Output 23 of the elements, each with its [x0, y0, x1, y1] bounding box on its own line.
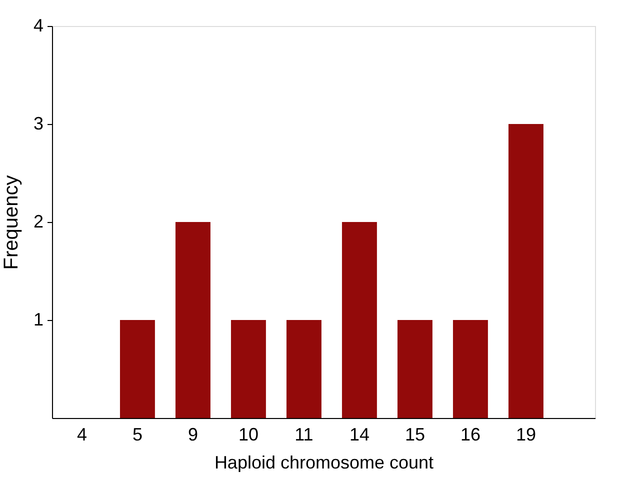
x-tick-label: 16	[460, 424, 480, 444]
x-tick-label: 5	[132, 424, 142, 444]
bar	[230, 320, 266, 418]
y-tick-label: 1	[33, 310, 44, 330]
x-tick-label: 15	[404, 424, 425, 444]
x-tick-label: 9	[188, 424, 198, 444]
x-axis-title: Haploid chromosome count	[214, 452, 434, 472]
x-tick-label: 19	[516, 424, 536, 444]
bar	[397, 320, 432, 418]
bar	[120, 320, 155, 418]
x-tick-label: 14	[349, 424, 370, 444]
y-tick-label: 3	[33, 114, 44, 134]
bar	[175, 222, 210, 418]
y-axis-title: Frequency	[0, 175, 22, 270]
bar	[452, 320, 488, 418]
bar	[286, 320, 322, 418]
x-tick-label: 10	[238, 424, 258, 444]
x-tick-label: 11	[294, 424, 314, 444]
x-tick-label: 4	[76, 424, 87, 444]
bar	[342, 222, 377, 418]
y-tick-label: 2	[33, 212, 44, 232]
bar	[508, 124, 544, 418]
y-tick-label: 4	[33, 16, 44, 36]
